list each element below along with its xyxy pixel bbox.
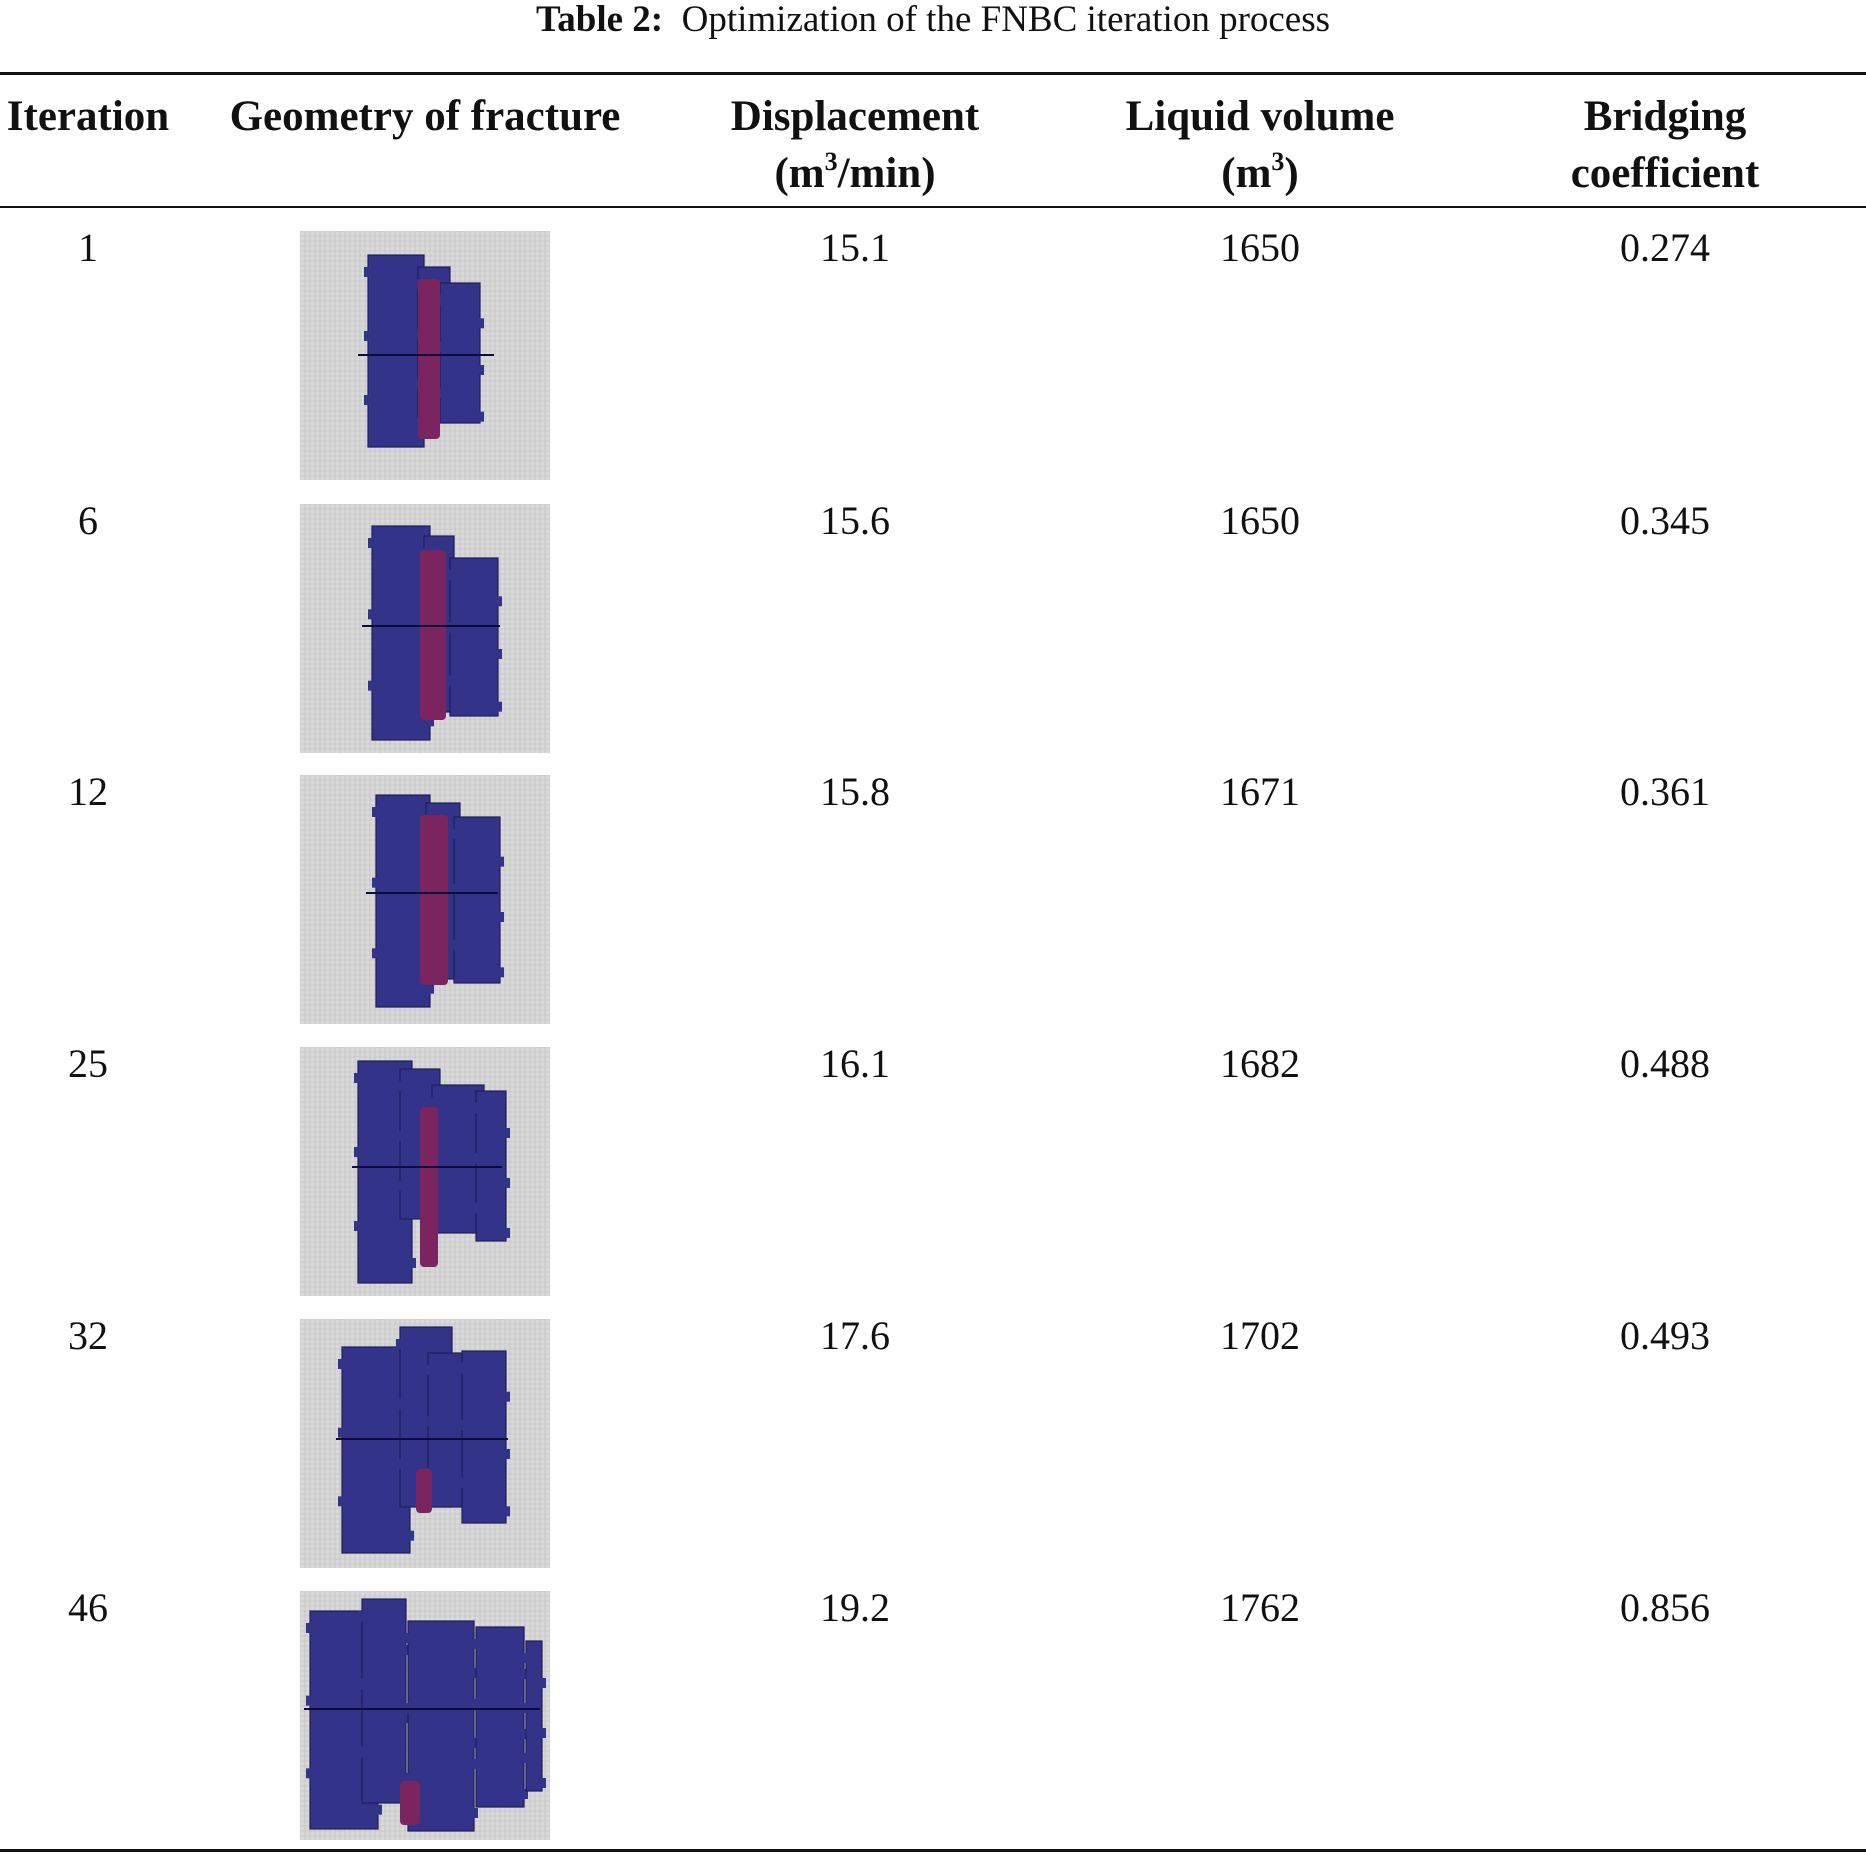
bridging-coefficient-cell: 0.856: [1620, 1585, 1710, 1630]
header-geometry: Geometry of fracture: [229, 93, 621, 140]
table-row: 25 16.1 1682 0.488: [0, 1036, 1866, 1308]
iteration-cell: 1: [78, 225, 98, 270]
table-row: 6 15.6 1650 0.345: [0, 493, 1866, 765]
bridging-coefficient-cell: 0.493: [1620, 1313, 1710, 1358]
header-iteration: Iteration: [6, 93, 170, 140]
fracture-geometry-image: [300, 231, 550, 480]
fracture-geometry-image: [300, 1047, 550, 1296]
bridging-coefficient-cell: 0.345: [1620, 498, 1710, 543]
liquid-volume-cell: 1702: [1220, 1313, 1300, 1358]
header-displacement: Displacement (m3/min): [700, 88, 1010, 202]
displacement-cell: 15.1: [820, 225, 890, 270]
fracture-geometry-image: [300, 775, 550, 1024]
iteration-cell: 12: [68, 769, 108, 814]
header-rule: [0, 206, 1866, 208]
table-row: 1 15.1 1650 0.274: [0, 220, 1866, 492]
fracture-geometry-image: [300, 1591, 550, 1840]
liquid-volume-cell: 1671: [1220, 769, 1300, 814]
header-displacement-unit: (m3/min): [774, 147, 936, 198]
table-row: 46 19.2 1762 0.856: [0, 1580, 1866, 1852]
iteration-cell: 25: [68, 1041, 108, 1086]
bridging-coefficient-cell: 0.274: [1620, 225, 1710, 270]
top-rule: [0, 72, 1866, 75]
liquid-volume-cell: 1762: [1220, 1585, 1300, 1630]
table-title: Optimization of the FNBC iteration proce…: [681, 0, 1331, 40]
displacement-cell: 16.1: [820, 1041, 890, 1086]
bridging-coefficient-cell: 0.488: [1620, 1041, 1710, 1086]
header-liquid-volume: Liquid volume (m3): [1090, 88, 1430, 202]
iteration-cell: 46: [68, 1585, 108, 1630]
bridging-coefficient-cell: 0.361: [1620, 769, 1710, 814]
displacement-cell: 19.2: [820, 1585, 890, 1630]
fracture-geometry-image: [300, 504, 550, 753]
liquid-volume-cell: 1650: [1220, 498, 1300, 543]
iteration-cell: 32: [68, 1313, 108, 1358]
iteration-cell: 6: [78, 498, 98, 543]
table-row: 12 15.8 1671 0.361: [0, 764, 1866, 1036]
displacement-cell: 17.6: [820, 1313, 890, 1358]
table-row: 32 17.6 1702 0.493: [0, 1308, 1866, 1580]
liquid-volume-cell: 1682: [1220, 1041, 1300, 1086]
bottom-rule: [0, 1849, 1866, 1852]
displacement-cell: 15.6: [820, 498, 890, 543]
liquid-volume-cell: 1650: [1220, 225, 1300, 270]
table-caption: Table 2: Optimization of the FNBC iterat…: [0, 0, 1866, 40]
header-liquid-unit: (m3): [1221, 147, 1299, 198]
fracture-geometry-image: [300, 1319, 550, 1568]
table-label: Table 2:: [535, 0, 664, 40]
header-bridging: Bridging coefficient: [1570, 93, 1760, 197]
displacement-cell: 15.8: [820, 769, 890, 814]
